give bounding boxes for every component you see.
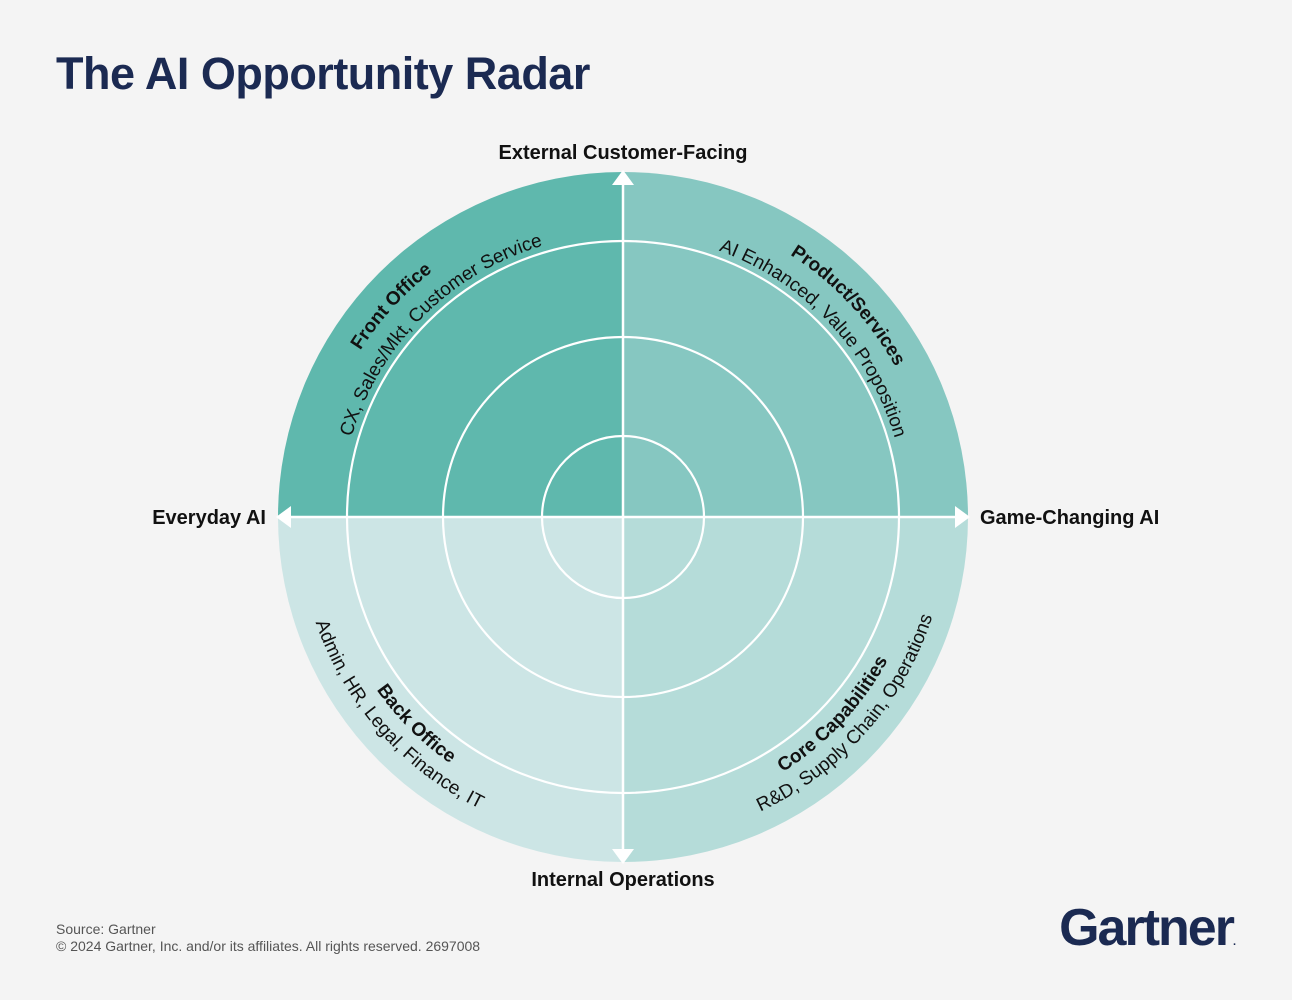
arrow-up-icon [612, 170, 634, 185]
axis-label-right: Game-Changing AI [980, 507, 1159, 529]
axis-label-top: External Customer-Facing [499, 142, 748, 164]
arrow-right-icon [955, 506, 970, 528]
page-title: The AI Opportunity Radar [56, 48, 590, 99]
axis-label-bottom: Internal Operations [531, 869, 714, 891]
source-note: Source: Gartner [56, 921, 156, 937]
axis-label-left: Everyday AI [152, 507, 266, 529]
footer: Source: Gartner © 2024 Gartner, Inc. and… [56, 921, 480, 955]
quadrant-core-capabilities [623, 517, 968, 862]
gartner-logo: Gartner. [1059, 899, 1236, 957]
arrow-left-icon [276, 506, 291, 528]
arrow-down-icon [612, 849, 634, 864]
quadrant-front-office [278, 172, 623, 517]
copyright-note: © 2024 Gartner, Inc. and/or its affiliat… [56, 938, 481, 954]
quadrant-product-services [623, 172, 968, 517]
quadrant-back-office [278, 517, 623, 862]
